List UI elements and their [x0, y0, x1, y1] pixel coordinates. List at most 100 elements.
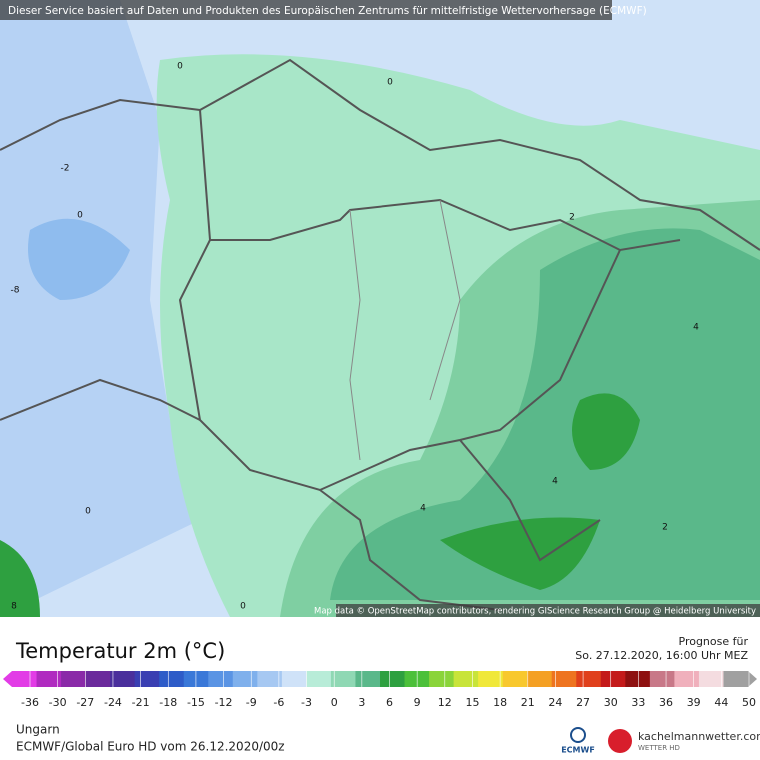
cold-area — [0, 0, 200, 617]
colorbar-swatch — [527, 671, 553, 687]
forecast-time: So. 27.12.2020, 16:00 Uhr MEZ — [575, 649, 748, 662]
colorbar-swatch — [674, 671, 700, 687]
model: ECMWF/Global Euro HD vom 26.12.2020/00z — [16, 740, 285, 754]
colorbar-swatch — [208, 671, 234, 687]
colorbar-swatch — [600, 671, 626, 687]
colorbar: -36 -30 -27 -24 -21 -18 -15 -12 -9 -6 -3 0 3 6 9 12 15 18… — [3, 671, 757, 709]
contour-label: 0 — [387, 78, 393, 88]
contour-label: 4 — [420, 504, 426, 514]
map: Dieser Service basiert auf Daten und Pro… — [0, 0, 760, 618]
colorbar-tick-label: 3 — [358, 696, 365, 709]
colorbar-tick-label: 36 — [659, 696, 673, 709]
colorbar-tick-label: 0 — [331, 696, 338, 709]
colorbar-swatch — [723, 671, 749, 687]
colorbar-swatch — [453, 671, 479, 687]
colorbar-swatch — [551, 671, 577, 687]
border — [0, 98, 201, 151]
contour-label: 0 — [85, 507, 91, 517]
colorbar-swatch — [257, 671, 283, 687]
colorbar-swatch — [625, 671, 651, 687]
border — [199, 109, 681, 252]
colorbar-tick-label: -9 — [246, 696, 257, 709]
border — [199, 58, 760, 251]
attribution: Map data © OpenStreetMap contributors, r… — [314, 607, 756, 617]
colorbar-swatch — [330, 671, 356, 687]
warm-area — [330, 228, 760, 600]
border — [319, 489, 501, 611]
colorbar-swatch — [281, 671, 307, 687]
ecmwf-logo: ECMWF — [561, 746, 595, 755]
borders — [0, 58, 760, 611]
colorbar-arrow — [748, 671, 757, 687]
colorbar-swatch — [355, 671, 381, 687]
colorbar-tick-label: 6 — [386, 696, 393, 709]
forecast-label: Prognose für — [679, 635, 749, 648]
colorbar-swatch — [380, 671, 406, 687]
colorbar-tick-label: 44 — [714, 696, 728, 709]
contour-label: 0 — [77, 211, 83, 221]
border — [178, 239, 621, 492]
border — [0, 378, 201, 421]
colorbar-swatch — [12, 671, 38, 687]
contour-label: 4 — [693, 323, 699, 333]
colorbar-swatch — [698, 671, 724, 687]
banner: Dieser Service basiert auf Daten und Pro… — [8, 5, 647, 17]
banner-bg — [0, 0, 612, 20]
contour-labels: 0 0 -2 0 -8 2 4 4 4 2 0 0 8 — [11, 62, 700, 612]
colorbar-tick-label: -15 — [187, 696, 205, 709]
colorbar-tick-label: 33 — [631, 696, 645, 709]
colorbar-tick-label: 50 — [742, 696, 756, 709]
contour-label: 0 — [240, 602, 246, 612]
site-icon — [608, 729, 632, 753]
warmest-area — [572, 393, 640, 470]
contour-label: -2 — [61, 164, 70, 174]
colorbar-tick-label: -18 — [159, 696, 177, 709]
colorbar-swatch — [183, 671, 209, 687]
colorbar-swatch — [134, 671, 160, 687]
colorbar-swatch — [478, 671, 504, 687]
border — [459, 439, 601, 562]
colorbar-swatch — [306, 671, 332, 687]
colorbar-tick-label: -3 — [301, 696, 312, 709]
colorbar-swatch — [36, 671, 62, 687]
contour-label: 0 — [177, 62, 183, 72]
colorbar-tick-label: 21 — [521, 696, 535, 709]
legend-title: Temperatur 2m (°C) — [15, 639, 225, 663]
ecmwf-icon — [570, 727, 586, 743]
colorbar-tick-label: 30 — [604, 696, 618, 709]
colorbar-tick-label: -6 — [273, 696, 284, 709]
colorbar-swatch — [502, 671, 528, 687]
rivers — [349, 199, 461, 461]
colorbar-swatch — [159, 671, 185, 687]
colorbar-tick-label: 9 — [414, 696, 421, 709]
warmest-area — [440, 517, 600, 590]
colorbar-swatch — [232, 671, 258, 687]
warm-spot — [0, 540, 40, 617]
colorbar-swatch — [110, 671, 136, 687]
cold-area — [28, 218, 130, 300]
colorbar-tick-label: -24 — [104, 696, 122, 709]
colorbar-swatch — [429, 671, 455, 687]
river — [429, 199, 461, 401]
colorbar-tick-label: 18 — [493, 696, 507, 709]
colorbar-swatch — [576, 671, 602, 687]
contour-label: 4 — [552, 477, 558, 487]
colorbar-tick-label: -30 — [49, 696, 67, 709]
contour-label: 8 — [11, 602, 17, 612]
colorbar-tick-label: -12 — [215, 696, 233, 709]
site: kachelmannwetter.com — [638, 730, 760, 743]
colorbar-tick-label: -27 — [76, 696, 94, 709]
attribution-bg — [336, 604, 760, 617]
contour-label: 2 — [569, 213, 575, 223]
colorbar-tick-label: 12 — [438, 696, 452, 709]
river — [349, 209, 361, 461]
colorbar-tick-label: 15 — [465, 696, 479, 709]
site-tag: WETTER HD — [638, 744, 680, 752]
region: Ungarn — [16, 723, 60, 737]
colorbar-tick-label: 27 — [576, 696, 590, 709]
colorbar-tick-label: 39 — [687, 696, 701, 709]
colorbar-tick-label: -21 — [132, 696, 150, 709]
colorbar-tick-label: 24 — [548, 696, 562, 709]
